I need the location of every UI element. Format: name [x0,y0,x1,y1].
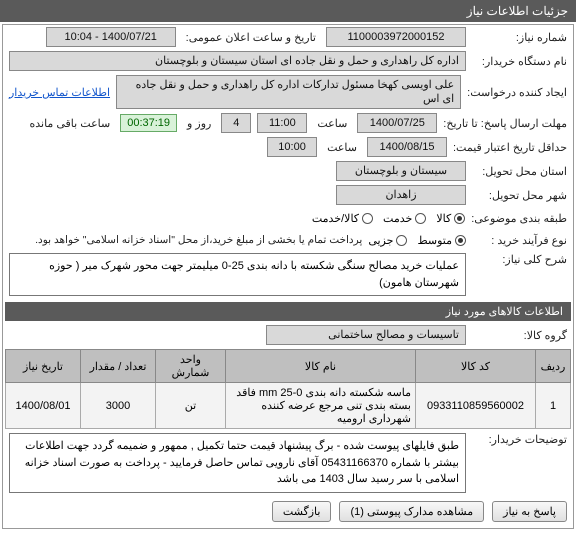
deadline-date: 1400/07/25 [357,113,437,133]
group-value: تاسیسات و مصالح ساختمانی [266,325,466,345]
province-value: سیستان و بلوچستان [336,161,466,181]
col-name: نام کالا [226,350,416,383]
cell-idx: 1 [536,383,571,429]
city-label: شهر محل تحویل: [472,189,567,202]
need-no-label: شماره نیاز: [472,31,567,44]
pack-opt-2[interactable]: کالا/خدمت [312,212,373,225]
announce-label: تاریخ و ساعت اعلان عمومی: [182,31,320,44]
remaining-label: ساعت باقی مانده [25,117,114,130]
validity-time: 10:00 [267,137,317,157]
buy-note: پرداخت تمام یا بخشی از مبلغ خرید،از محل … [9,234,362,246]
table-row[interactable]: 1 0933110859560002 ماسه شکسته دانه بندی … [6,383,571,429]
validity-label: حداقل تاریخ اعتبار قیمت: [453,141,567,154]
buyer-notes-label: توضیحات خریدار: [472,433,567,446]
buyer-value: اداره کل راهداری و حمل و نقل جاده ای است… [9,51,466,71]
buy-opt-0[interactable]: متوسط [417,234,466,247]
cell-date: 1400/08/01 [6,383,81,429]
table-header-row: ردیف کد کالا نام کالا واحد شمارش تعداد /… [6,350,571,383]
requester-value: علی اویسی کهخا مسئول تدارکات اداره کل را… [116,75,461,109]
radio-icon [415,213,426,224]
items-table: ردیف کد کالا نام کالا واحد شمارش تعداد /… [5,349,571,429]
announce-value: 1400/07/21 - 10:04 [46,27,176,47]
buy-opt-1[interactable]: جزیی [368,234,407,247]
days-remain: 4 [221,113,251,133]
radio-icon [396,235,407,246]
province-label: استان محل تحویل: [472,165,567,178]
general-desc-label: شرح کلی نیاز: [472,253,567,266]
deadline-time: 11:00 [257,113,307,133]
requester-label: ایجاد کننده درخواست: [467,86,567,99]
time-label-2: ساعت [323,141,361,154]
items-subheader: اطلاعات کالاهای مورد نیاز [5,302,571,321]
radio-icon [362,213,373,224]
radio-icon [455,235,466,246]
group-label: گروه کالا: [472,329,567,342]
cell-code: 0933110859560002 [416,383,536,429]
col-row: ردیف [536,350,571,383]
contact-link[interactable]: اطلاعات تماس خریدار [9,86,110,99]
countdown-timer: 00:37:19 [120,114,177,132]
button-row: پاسخ به نیاز مشاهده مدارک پیوستی (1) باز… [3,495,573,528]
col-qty: تعداد / مقدار [81,350,156,383]
time-label-1: ساعت [313,117,351,130]
deadline-from-label: مهلت ارسال پاسخ: تا تاریخ: [443,117,567,130]
packaging-label: طبقه بندی موضوعی: [471,212,567,225]
buyer-notes: طبق فایلهای پیوست شده - برگ پیشنهاد قیمت… [9,433,466,493]
cell-unit: تن [156,383,226,429]
reply-button[interactable]: پاسخ به نیاز [492,501,567,522]
cell-qty: 3000 [81,383,156,429]
days-remain-label: روز و [183,117,215,130]
pack-opt-0[interactable]: کالا [436,212,465,225]
city-value: زاهدان [336,185,466,205]
page-title: جزئیات اطلاعات نیاز [467,4,568,18]
validity-date: 1400/08/15 [367,137,447,157]
buytype-radio-group: متوسط جزیی [368,234,466,247]
pack-opt-1[interactable]: خدمت [383,212,426,225]
need-no-value: 1100003972000152 [326,27,466,47]
col-code: کد کالا [416,350,536,383]
col-unit: واحد شمارش [156,350,226,383]
buyer-label: نام دستگاه خریدار: [472,55,567,68]
packaging-radio-group: کالا خدمت کالا/خدمت [312,212,465,225]
cell-name: ماسه شکسته دانه بندی mm 25-0 فاقد بسته ب… [226,383,416,429]
details-section: شماره نیاز: 1100003972000152 تاریخ و ساع… [2,24,574,529]
attachments-button[interactable]: مشاهده مدارک پیوستی (1) [339,501,484,522]
buytype-label: نوع فرآیند خرید : [472,234,567,247]
radio-icon [454,213,465,224]
general-desc: عملیات خرید مصالح سنگی شکسته با دانه بند… [9,253,466,296]
page-header: جزئیات اطلاعات نیاز [0,0,576,22]
col-date: تاریخ نیاز [6,350,81,383]
back-button[interactable]: بازگشت [272,501,332,522]
